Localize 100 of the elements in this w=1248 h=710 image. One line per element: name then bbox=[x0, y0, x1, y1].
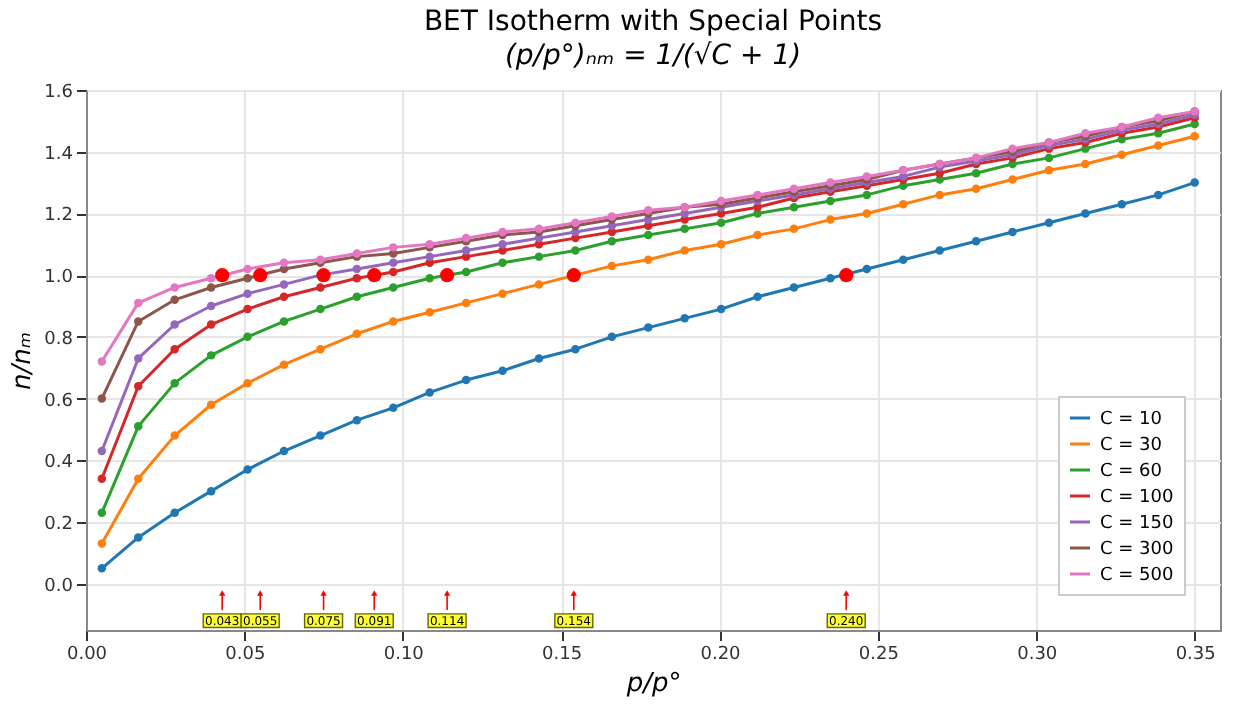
point bbox=[352, 273, 362, 283]
point bbox=[134, 533, 143, 542]
point bbox=[243, 378, 252, 388]
x-tick-label: 0.05 bbox=[225, 645, 266, 665]
chart-title: BET Isotherm with Special Points bbox=[423, 6, 883, 38]
point bbox=[279, 446, 289, 456]
point bbox=[134, 298, 143, 308]
point bbox=[1044, 165, 1054, 175]
point bbox=[826, 273, 835, 283]
point bbox=[534, 354, 544, 363]
point bbox=[899, 255, 908, 264]
x-tick-label: 0.25 bbox=[858, 645, 899, 665]
point bbox=[97, 357, 107, 366]
point bbox=[971, 184, 981, 193]
point bbox=[571, 344, 580, 354]
point bbox=[862, 264, 872, 274]
legend-label: C = 300 bbox=[1100, 540, 1174, 560]
y-axis-title: n/nₘ bbox=[8, 332, 39, 390]
point bbox=[789, 224, 799, 234]
point bbox=[170, 295, 179, 305]
point bbox=[1008, 175, 1017, 184]
x-tick-label: 0.20 bbox=[700, 645, 742, 665]
point bbox=[170, 508, 179, 517]
point bbox=[243, 264, 252, 274]
point bbox=[97, 474, 107, 484]
point bbox=[352, 292, 362, 301]
point bbox=[461, 375, 471, 385]
point bbox=[134, 422, 143, 431]
point bbox=[352, 415, 362, 425]
point bbox=[498, 366, 507, 376]
point bbox=[1008, 227, 1017, 237]
point bbox=[716, 304, 726, 314]
point bbox=[425, 388, 434, 397]
x-axis-title: p/p° bbox=[624, 669, 682, 699]
legend-label: C = 500 bbox=[1100, 566, 1174, 586]
point bbox=[862, 209, 872, 218]
point bbox=[680, 224, 689, 234]
point bbox=[680, 246, 689, 255]
point bbox=[498, 289, 507, 298]
point bbox=[206, 301, 216, 311]
point bbox=[97, 564, 107, 573]
point bbox=[753, 292, 762, 301]
point bbox=[716, 240, 726, 249]
point bbox=[215, 268, 230, 283]
point bbox=[206, 486, 216, 496]
point bbox=[279, 280, 289, 289]
x-tick-label: 0.10 bbox=[383, 645, 425, 665]
x-tick-label: 0.00 bbox=[66, 645, 108, 665]
point bbox=[534, 280, 544, 289]
point bbox=[753, 230, 762, 240]
point bbox=[1081, 209, 1090, 218]
point bbox=[971, 169, 981, 178]
point bbox=[607, 332, 617, 342]
point bbox=[789, 283, 799, 292]
point bbox=[134, 317, 143, 326]
point bbox=[607, 261, 617, 271]
point bbox=[971, 236, 981, 246]
point bbox=[839, 268, 854, 283]
y-tick-label: 0.6 bbox=[44, 391, 74, 412]
point bbox=[461, 246, 471, 255]
point bbox=[534, 252, 544, 261]
point bbox=[206, 320, 216, 329]
point bbox=[170, 431, 179, 440]
point bbox=[789, 203, 799, 212]
point bbox=[243, 332, 252, 342]
point bbox=[279, 258, 289, 268]
point bbox=[826, 215, 835, 224]
point bbox=[316, 431, 325, 440]
point bbox=[461, 267, 471, 277]
point bbox=[253, 268, 268, 283]
y-tick-label: 0.2 bbox=[44, 515, 73, 535]
point bbox=[498, 240, 507, 249]
point bbox=[389, 283, 398, 292]
point bbox=[243, 304, 252, 314]
point bbox=[425, 252, 434, 261]
x-tick-label: 0.35 bbox=[1175, 645, 1216, 665]
y-tick-label: 1.6 bbox=[44, 83, 74, 103]
point bbox=[644, 323, 653, 332]
point bbox=[935, 190, 944, 200]
legend-label: C = 100 bbox=[1100, 488, 1174, 508]
legend-label: C = 30 bbox=[1100, 436, 1163, 456]
point bbox=[243, 289, 252, 298]
point bbox=[206, 273, 216, 283]
point bbox=[279, 360, 289, 369]
point bbox=[1190, 132, 1199, 141]
point bbox=[389, 403, 398, 413]
point bbox=[425, 307, 434, 317]
point bbox=[352, 329, 362, 339]
point bbox=[1044, 153, 1054, 163]
point bbox=[367, 268, 382, 283]
legend-label: C = 60 bbox=[1100, 462, 1163, 482]
point bbox=[389, 258, 398, 268]
point bbox=[170, 283, 179, 292]
point bbox=[644, 230, 653, 240]
point bbox=[97, 394, 107, 403]
point bbox=[97, 446, 107, 456]
point bbox=[243, 273, 252, 283]
point bbox=[97, 508, 107, 517]
point bbox=[461, 298, 471, 308]
point bbox=[389, 243, 398, 252]
